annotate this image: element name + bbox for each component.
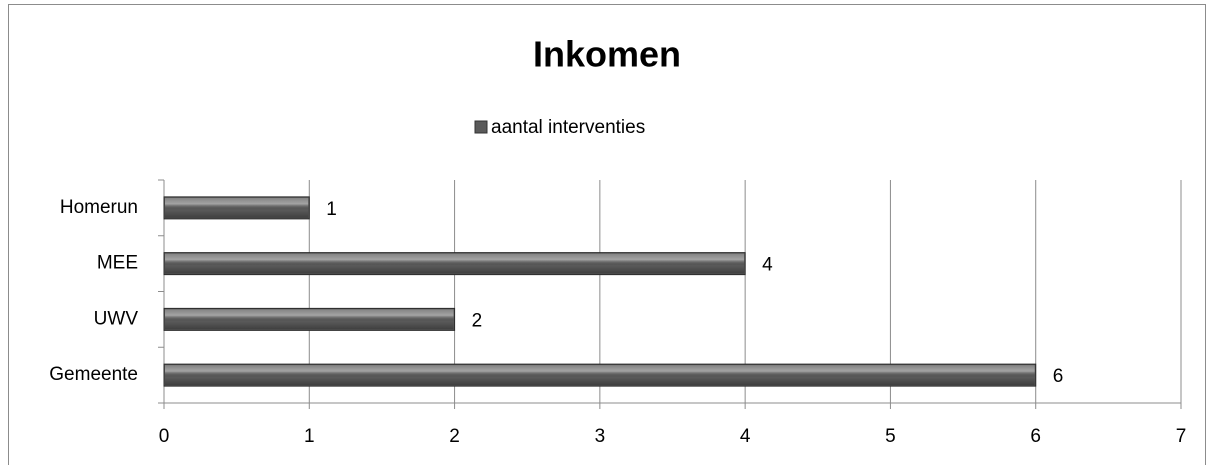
data-label: 2 (472, 310, 483, 331)
bar-shine (165, 365, 1035, 386)
x-tick-label: 2 (449, 426, 460, 447)
y-tick-label: Gemeente (49, 364, 138, 385)
bar-shine (165, 253, 745, 274)
legend-label: aantal interventies (491, 117, 645, 138)
x-tick-label: 0 (159, 426, 170, 447)
y-tick-label: MEE (97, 253, 138, 274)
y-tick-label: UWV (94, 308, 139, 329)
bar-shine (165, 197, 309, 218)
x-tick-label: 6 (1030, 426, 1041, 447)
x-tick-label: 4 (740, 426, 751, 447)
x-tick-label: 3 (595, 426, 606, 447)
legend-marker (474, 120, 488, 134)
chart-frame (8, 4, 1206, 465)
x-tick-label: 7 (1176, 426, 1187, 447)
data-label: 6 (1053, 366, 1064, 387)
bar-shine (165, 309, 454, 330)
data-label: 4 (762, 255, 773, 276)
y-tick-label: Homerun (60, 197, 138, 218)
x-tick-label: 1 (304, 426, 315, 447)
data-label: 1 (326, 199, 337, 220)
x-tick-label: 5 (885, 426, 896, 447)
chart-title: Inkomen (533, 34, 681, 75)
